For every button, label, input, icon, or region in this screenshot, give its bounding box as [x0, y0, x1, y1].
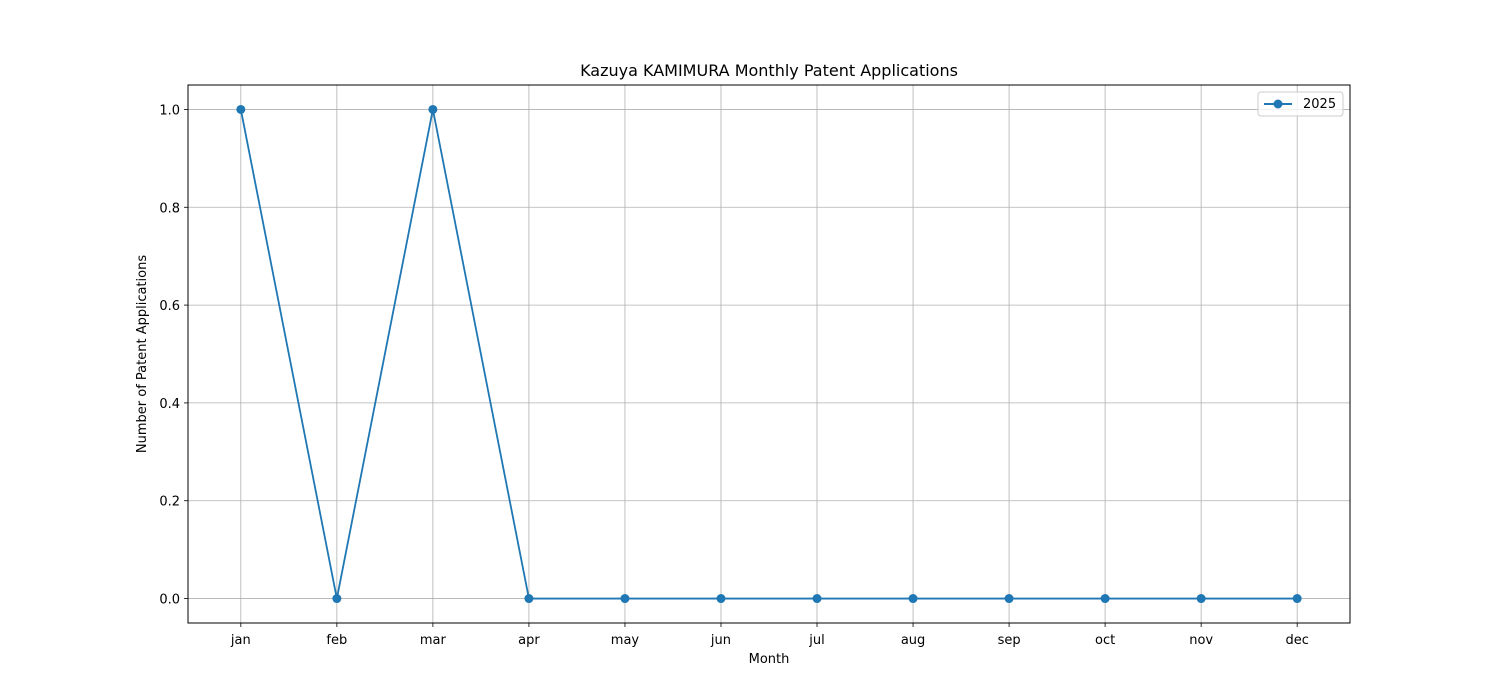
legend: 2025	[1258, 92, 1343, 116]
data-point-mar	[428, 105, 437, 114]
x-tick-label-apr: apr	[518, 633, 540, 648]
x-axis-label: Month	[749, 652, 790, 667]
chart-title: Kazuya KAMIMURA Monthly Patent Applicati…	[580, 61, 958, 80]
y-tick-label: 0.4	[159, 397, 180, 412]
x-tick-label-dec: dec	[1285, 633, 1308, 648]
y-tick-label: 0.8	[159, 201, 180, 216]
legend-label: 2025	[1303, 97, 1336, 112]
y-tick-label: 0.6	[159, 299, 180, 314]
y-tick-label: 1.0	[159, 103, 180, 118]
y-axis-label: Number of Patent Applications	[135, 255, 150, 453]
data-point-nov	[1197, 594, 1206, 603]
x-tick-label-mar: mar	[420, 633, 447, 648]
data-point-feb	[332, 594, 341, 603]
x-tick-label-sep: sep	[998, 633, 1021, 648]
x-tick-label-jun: jun	[710, 633, 731, 648]
y-tick-label: 0.0	[159, 593, 180, 608]
data-point-jun	[716, 594, 725, 603]
data-point-dec	[1293, 594, 1302, 603]
x-tick-label-may: may	[611, 633, 640, 648]
x-tick-label-nov: nov	[1189, 633, 1213, 648]
data-point-apr	[524, 594, 533, 603]
data-point-aug	[909, 594, 918, 603]
data-point-may	[620, 594, 629, 603]
x-tick-label-jan: jan	[230, 633, 251, 648]
data-point-jul	[813, 594, 822, 603]
data-point-oct	[1101, 594, 1110, 603]
x-tick-label-aug: aug	[901, 633, 925, 648]
legend-marker-swatch	[1274, 100, 1283, 109]
y-tick-label: 0.2	[159, 495, 180, 510]
data-point-jan	[236, 105, 245, 114]
x-tick-label-jul: jul	[808, 633, 824, 648]
x-tick-label-feb: feb	[326, 633, 347, 648]
data-point-sep	[1005, 594, 1014, 603]
x-tick-label-oct: oct	[1095, 633, 1115, 648]
